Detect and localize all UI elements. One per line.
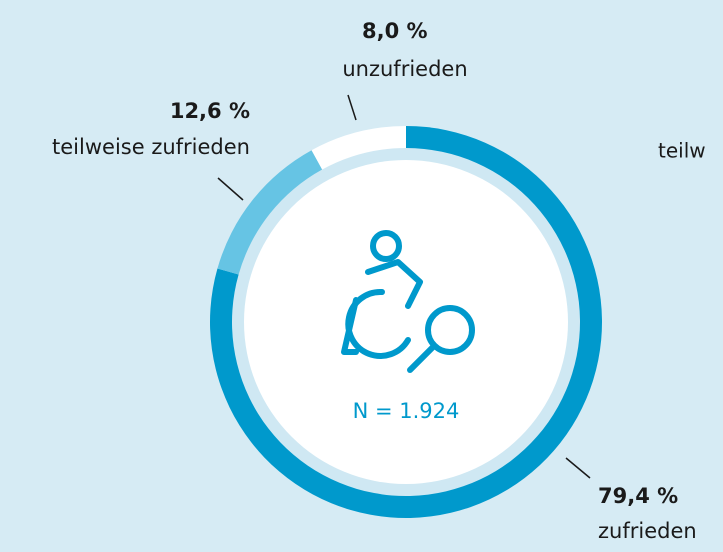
- value-label: 8,0 %: [362, 19, 428, 43]
- leader: [217, 177, 244, 201]
- donut-segment: [311, 126, 406, 170]
- category-label: zufrieden: [598, 519, 697, 543]
- category-label: unzufrieden: [342, 57, 467, 81]
- value-label: 79,4 %: [598, 484, 678, 508]
- category-label: teilweise zufrieden: [52, 135, 250, 159]
- donut-segment: [217, 150, 323, 275]
- value-label: 12,6 %: [170, 99, 250, 123]
- center-label: N = 1.924: [353, 399, 460, 423]
- clipped-label: teilw: [658, 139, 706, 163]
- icon: [341, 230, 475, 373]
- center-disk: [244, 160, 568, 484]
- leader: [347, 94, 357, 121]
- leader: [565, 457, 591, 479]
